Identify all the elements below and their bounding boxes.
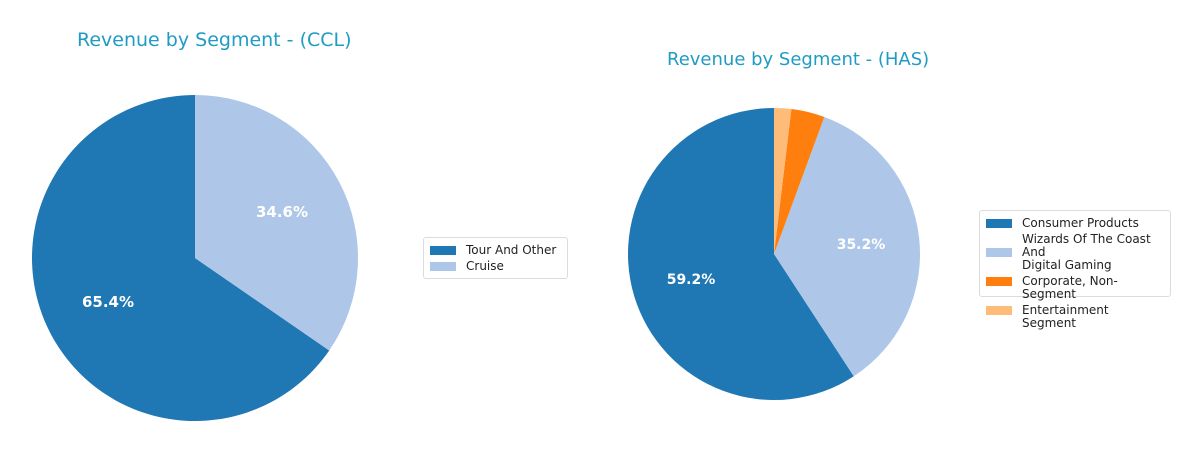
legend-label: Wizards Of The Coast And Digital Gaming [1022, 232, 1151, 272]
has-chart-title: Revenue by Segment - (HAS) [667, 49, 930, 70]
has-legend: Consumer Products Wizards Of The Coast A… [979, 210, 1171, 330]
ccl-label-cruise: 34.6% [256, 203, 308, 221]
pie-slice-tour-and-other [31, 95, 330, 421]
pie-slice-consumer-products [627, 108, 854, 400]
legend-item-corporate: Corporate, Non-Segment [986, 275, 1164, 301]
ccl-pie [31, 95, 358, 421]
swatch-consumer-products [986, 219, 1012, 228]
has-label-wizards: 35.2% [837, 237, 886, 253]
pie-slice-corporate-non-segment [774, 109, 825, 254]
legend-item-entertainment: Entertainment Segment [986, 304, 1164, 330]
legend-label: Cruise [466, 259, 504, 273]
pie-slice-wizards-of-the-coast-and-digital-gaming [774, 116, 920, 377]
has-pie [627, 108, 920, 400]
swatch-wizards [986, 248, 1012, 257]
legend-item-tour-and-other: Tour And Other [430, 244, 561, 257]
ccl-label-tour: 65.4% [82, 293, 134, 311]
swatch-tour-and-other [430, 246, 456, 255]
ccl-chart-title: Revenue by Segment - (CCL) [77, 29, 352, 51]
legend-label: Consumer Products [1022, 216, 1139, 230]
swatch-entertainment [986, 306, 1012, 315]
pie-slice-entertainment-segment [774, 108, 792, 254]
swatch-cruise [430, 262, 456, 271]
has-label-consumer: 59.2% [667, 272, 716, 288]
legend-item-cruise: Cruise [430, 260, 561, 273]
pie-slice-cruise [195, 95, 358, 351]
ccl-legend: Tour And Other Cruise [423, 237, 568, 279]
legend-label: Tour And Other [466, 243, 557, 257]
legend-item-consumer-products: Consumer Products [986, 217, 1164, 230]
legend-label: Corporate, Non-Segment [1022, 274, 1118, 301]
legend-item-wizards: Wizards Of The Coast And Digital Gaming [986, 233, 1164, 272]
legend-label: Entertainment Segment [1022, 303, 1109, 330]
swatch-corporate [986, 277, 1012, 286]
